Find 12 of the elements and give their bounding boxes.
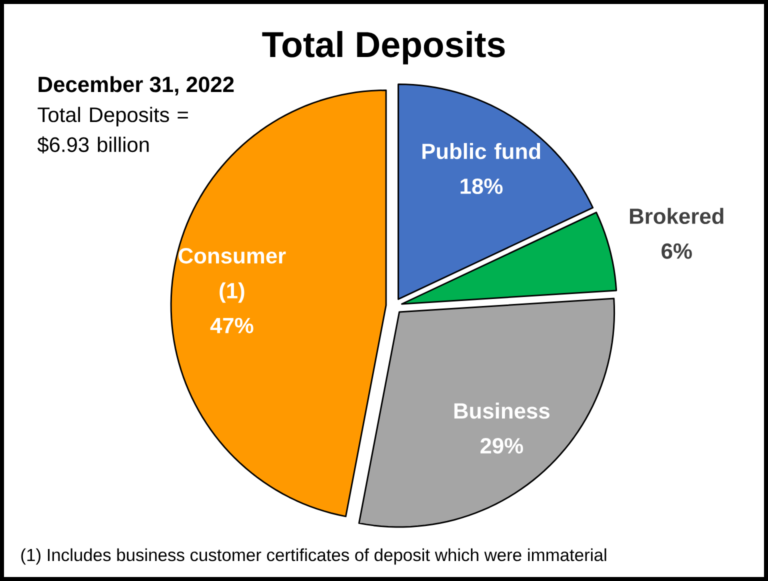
data-label: 6%: [662, 243, 692, 259]
text: (1) Includes business customer certificates of deposit which were immaterial: [21, 548, 606, 565]
slice-label: Public fund: [422, 143, 540, 160]
text: Total Deposits = $6.93 billion: [37, 106, 188, 154]
slice-label: Consumer (1): [178, 248, 286, 303]
data-label: 47%: [210, 318, 254, 334]
chart-title: Total Deposits: [262, 30, 505, 64]
slice-label: Business: [454, 402, 550, 419]
data-label: 18%: [460, 178, 503, 194]
slice-label: Brokered: [630, 208, 724, 224]
chart-subtitle: December 31, 2022: [38, 76, 234, 96]
data-label: 29%: [480, 438, 524, 454]
